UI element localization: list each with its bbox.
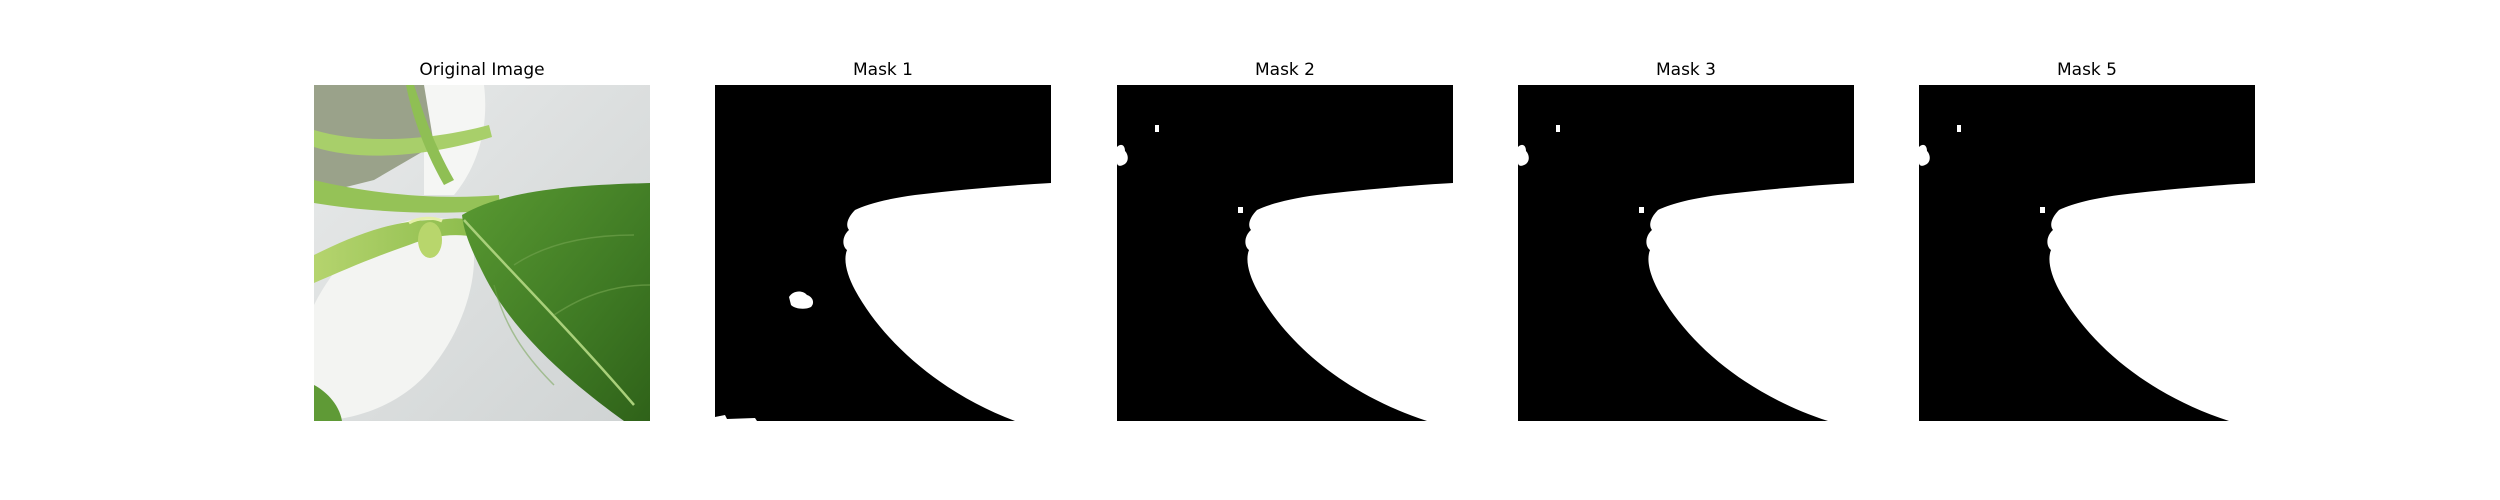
small-leaf (314, 385, 342, 421)
mask-region-top-speck (1957, 125, 1961, 132)
mask-image (1518, 85, 1854, 421)
panel-mask-3: Mask 3 (1518, 0, 1854, 500)
panel-title: Original Image (419, 60, 545, 80)
mask-region-top-speck (1155, 125, 1159, 132)
mask-region-left-speck (1518, 144, 1529, 166)
mask-region-mid-speck (1639, 207, 1644, 213)
mask-image (1919, 85, 2255, 421)
mask-region-mid-speck (2040, 207, 2045, 213)
mask-region-bottom-noise (715, 415, 757, 421)
panel-original-image: Original Image (314, 0, 650, 500)
panel-title: Mask 2 (1254, 60, 1315, 80)
stem-back-2 (314, 180, 500, 213)
mask-region-left-speck (1919, 144, 1930, 166)
panel-mask-2: Mask 2 (1117, 0, 1453, 500)
panel-title: Mask 1 (852, 60, 913, 80)
mask-region-mid-speck (1238, 207, 1243, 213)
panel-title: Mask 5 (2056, 60, 2117, 80)
panel-mask-1: Mask 1 (715, 0, 1051, 500)
original-photo (314, 85, 650, 421)
mask-region-leaf (1245, 183, 1453, 421)
mask-image (715, 85, 1051, 421)
leaf-bud (418, 222, 442, 258)
panel-title: Mask 3 (1655, 60, 1716, 80)
mask-region-leaf (2047, 183, 2255, 421)
mask-image (1117, 85, 1453, 421)
mask-region-top-speck (1556, 125, 1560, 132)
panel-mask-5: Mask 5 (1919, 0, 2255, 500)
mask-region-left-speck (1117, 144, 1128, 166)
mask-region-leaf (843, 183, 1051, 421)
stem-back-1 (314, 125, 492, 156)
pot-body (314, 217, 474, 421)
large-leaf (462, 183, 650, 421)
mask-region-leaf (1646, 183, 1854, 421)
stem-back-3 (406, 85, 454, 185)
mask-region-blob (789, 291, 814, 309)
leaf-midrib (463, 219, 635, 406)
